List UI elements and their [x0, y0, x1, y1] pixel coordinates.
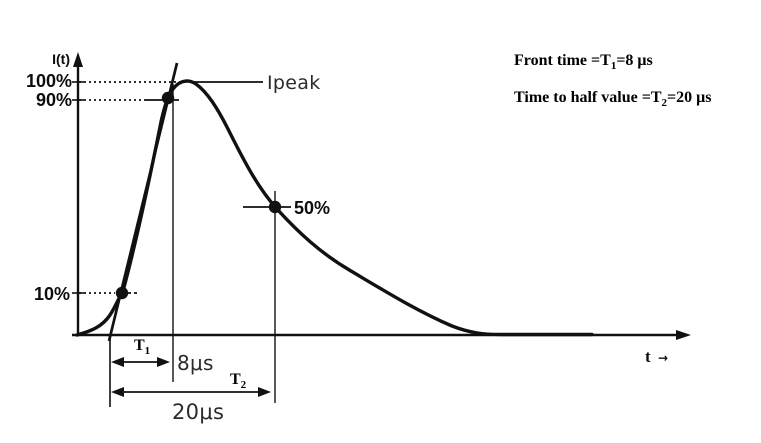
level-label-50: 50%	[294, 198, 331, 218]
note-half-value-sub: 2	[661, 97, 668, 110]
marker-dot-10	[115, 286, 129, 300]
x-axis-label-arrow-icon: →	[658, 351, 669, 365]
t2-value-label: 20μs	[172, 400, 225, 424]
level-label-100: 100%	[25, 71, 72, 91]
level-label-10: 10%	[33, 284, 70, 304]
level-label-90: 90%	[35, 90, 72, 110]
x-axis-arrowhead-icon	[676, 330, 691, 340]
y-axis-arrowhead-icon	[73, 52, 83, 67]
note-front-time: Front time =T1=8 μs	[514, 52, 653, 73]
impulse-current-curve	[75, 79, 594, 337]
t1-arrowhead-left-icon	[111, 357, 124, 367]
t1-value-label: 8μs	[177, 351, 214, 375]
marker-dot-90	[161, 91, 175, 105]
note-front-time-sub: 1	[610, 60, 617, 73]
t2-symbol-label: T2	[230, 371, 247, 392]
ipeak-label: Ipeak	[267, 72, 321, 94]
note-front-time-text: Front time =T	[514, 52, 611, 69]
marker-dot-50	[268, 200, 282, 214]
note-front-time-rest: =8 μs	[616, 52, 653, 69]
t1-symbol-sub: 1	[144, 345, 151, 358]
t2-symbol-sub: 2	[240, 379, 247, 392]
t2-arrowhead-left-icon	[111, 387, 124, 397]
t1-symbol-label: T1	[134, 337, 151, 358]
t2-symbol-text: T	[230, 371, 241, 388]
note-half-value: Time to half value =T2=20 μs	[514, 89, 712, 110]
note-half-value-rest: =20 μs	[667, 89, 712, 106]
t1-arrowhead-right-icon	[157, 357, 170, 367]
t2-arrowhead-right-icon	[258, 387, 271, 397]
y-axis-label: I(t)	[52, 51, 70, 67]
note-half-value-text: Time to half value =T	[514, 89, 662, 106]
x-axis-label: t	[645, 347, 651, 366]
t1-symbol-text: T	[134, 337, 145, 354]
